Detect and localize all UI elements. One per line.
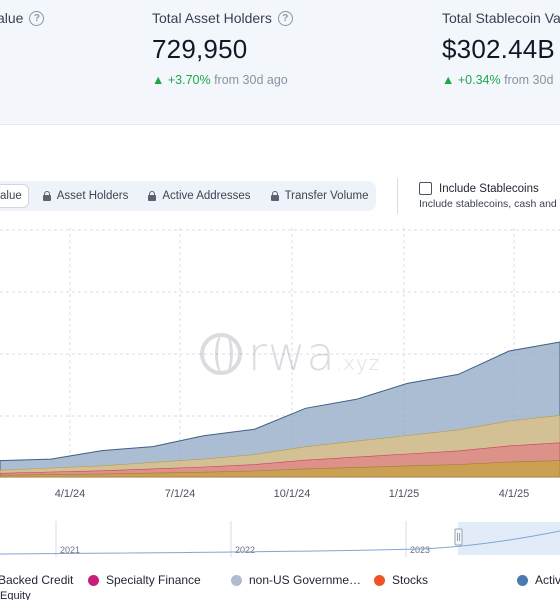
legend-item-stocks[interactable]: Stocks xyxy=(374,573,428,587)
x-tick-label: 7/1/24 xyxy=(165,488,196,500)
tab-label: Transfer Volume xyxy=(284,190,369,202)
area-chart-svg: 4/1/24 7/1/24 10/1/24 1/1/25 4/1/25 xyxy=(0,228,560,500)
range-navigator-svg: 2021 2022 2023 xyxy=(0,521,560,557)
include-stablecoins-checkbox[interactable] xyxy=(419,182,432,195)
change-period: from 30d xyxy=(504,73,554,87)
tab-asset-holders[interactable]: Asset Holders xyxy=(33,184,139,208)
legend-label: non-US Governme… xyxy=(249,573,362,587)
tab-total-value[interactable]: alue xyxy=(0,184,29,208)
stat-value: $302.44B xyxy=(442,34,555,64)
legend-dot xyxy=(88,574,99,586)
stat-asset-holders: Total Asset Holders ? 729,950 ▲ +3.70% f… xyxy=(152,10,293,87)
x-tick-label: 4/1/25 xyxy=(499,488,530,500)
navigator-selection xyxy=(458,522,560,555)
legend-item-active[interactable]: Activ xyxy=(517,573,560,587)
stat-label: alue xyxy=(0,10,24,26)
lock-icon xyxy=(148,191,157,201)
series-area-mid xyxy=(0,415,560,478)
watermark-logo: rwa.xyz xyxy=(200,327,380,381)
navigator-year-label: 2022 xyxy=(235,545,255,555)
watermark-suffix: .xyz xyxy=(335,351,381,375)
tab-active-addresses[interactable]: Active Addresses xyxy=(138,184,260,208)
stat-change: ▲ +3.70% from 30d ago xyxy=(152,73,293,87)
series-area-base xyxy=(0,460,560,478)
navigator-series-line xyxy=(0,530,560,555)
chart-legend: Backed Credit Specialty Finance non-US G… xyxy=(0,573,560,591)
legend-dot xyxy=(517,574,528,586)
include-stablecoins-label: Include Stablecoins xyxy=(439,182,539,195)
legend-dot xyxy=(231,574,242,586)
legend-label: Stocks xyxy=(392,573,429,587)
stats-band: alue ? Total Asset Holders ? 729,950 ▲ +… xyxy=(0,0,560,125)
range-navigator[interactable]: 2021 2022 2023 xyxy=(0,521,560,557)
legend-overflow-label: Equity xyxy=(0,590,31,600)
legend-label: Activ xyxy=(535,573,560,587)
tab-label: alue xyxy=(0,190,22,202)
x-tick-label: 10/1/24 xyxy=(274,488,311,500)
legend-item-non-us-government[interactable]: non-US Governme… xyxy=(231,573,361,587)
toolbar-divider xyxy=(397,178,398,214)
navigator-year-label: 2023 xyxy=(410,545,430,555)
stat-label: Total Asset Holders xyxy=(152,10,272,26)
legend-dot xyxy=(374,574,385,586)
stat-total-value: alue ? xyxy=(0,10,45,26)
area-chart[interactable]: 4/1/24 7/1/24 10/1/24 1/1/25 4/1/25 xyxy=(0,228,560,518)
stat-stablecoin-value: Total Stablecoin Va $302.44B ▲ +0.34% fr… xyxy=(442,10,560,87)
x-tick-label: 4/1/24 xyxy=(55,488,86,500)
watermark-brand: rwa xyxy=(248,327,336,381)
change-percent: ▲ +0.34% xyxy=(442,73,501,87)
legend-label: Specialty Finance xyxy=(106,573,201,587)
include-stablecoins-description: Include stablecoins, cash and xyxy=(419,198,557,210)
legend-label: Backed Credit xyxy=(0,573,74,587)
metric-tabs: alue Asset Holders Active Addresses Tran… xyxy=(0,181,376,211)
tab-label: Active Addresses xyxy=(162,190,251,202)
help-icon[interactable]: ? xyxy=(29,10,45,26)
legend-item-backed-credit[interactable]: Backed Credit xyxy=(0,573,73,587)
stat-label: Total Stablecoin Va xyxy=(442,10,560,26)
stat-change: ▲ +0.34% from 30d xyxy=(442,73,560,87)
x-tick-label: 1/1/25 xyxy=(389,488,420,500)
tab-label: Asset Holders xyxy=(56,190,129,202)
legend-item-specialty-finance[interactable]: Specialty Finance xyxy=(88,573,201,587)
help-icon[interactable]: ? xyxy=(277,10,293,26)
rwa-logo-icon xyxy=(200,333,242,375)
include-stablecoins-toggle[interactable]: Include Stablecoins xyxy=(419,182,539,195)
tab-transfer-volume[interactable]: Transfer Volume xyxy=(261,184,379,208)
lock-icon xyxy=(270,191,279,201)
navigator-year-label: 2021 xyxy=(60,545,80,555)
lock-icon xyxy=(42,191,51,201)
change-percent: ▲ +3.70% xyxy=(152,73,211,87)
navigator-handle[interactable] xyxy=(454,528,463,546)
change-period: from 30d ago xyxy=(214,73,288,87)
stat-value: 729,950 xyxy=(152,34,248,64)
